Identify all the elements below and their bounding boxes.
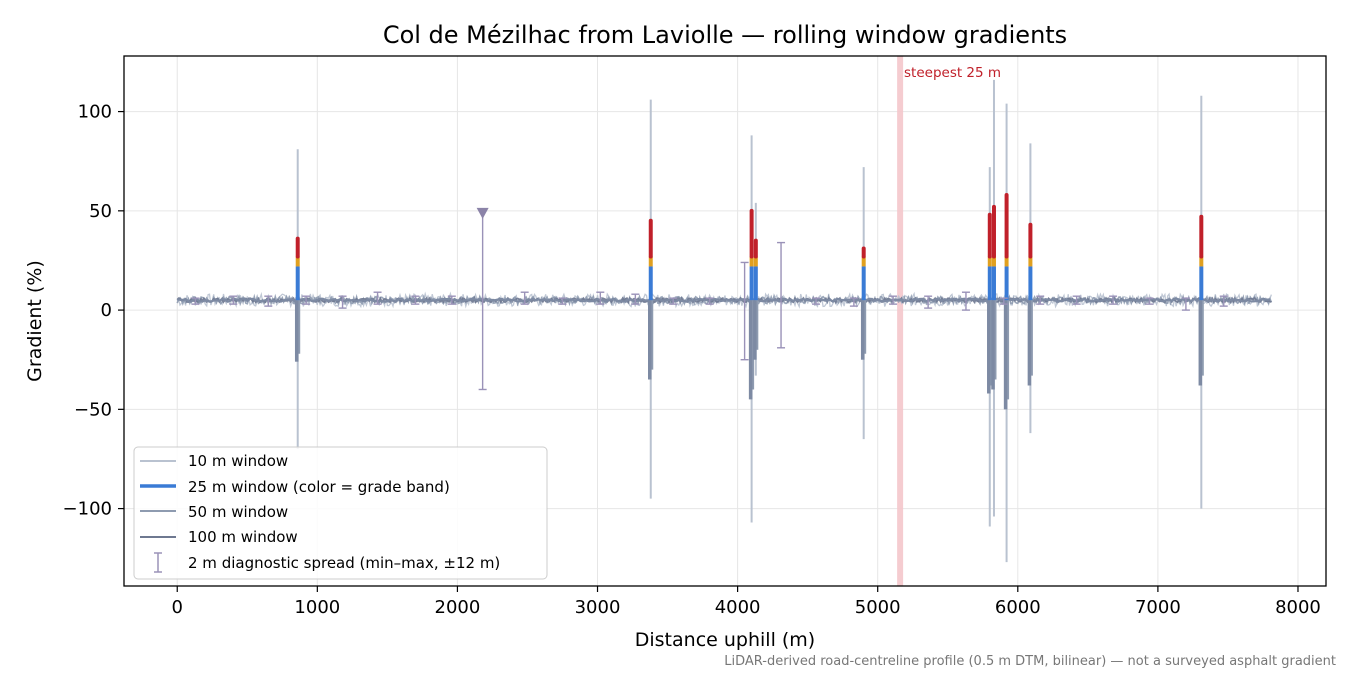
highlight-layer xyxy=(897,56,904,586)
clipped-marker-triangle xyxy=(476,207,489,219)
x-tick-label: 4000 xyxy=(715,597,761,618)
diagnostic-errorbar xyxy=(1109,295,1118,305)
diagnostic-errorbar xyxy=(740,261,749,361)
y-tick-label: −50 xyxy=(74,399,112,420)
legend-swatch-errorbar xyxy=(154,552,162,573)
diagnostic-errorbar xyxy=(520,291,529,305)
annotation-steepest-25m: steepest 25 m xyxy=(904,65,1001,81)
y-axis-label: Gradient (%) xyxy=(24,260,46,382)
chart-title: Col de Mézilhac from Laviolle — rolling … xyxy=(383,21,1067,49)
steepest-highlight-band xyxy=(897,56,904,586)
legend: 10 m window 25 m window (color = grade b… xyxy=(133,446,548,580)
diagnostic-errorbar xyxy=(1181,297,1190,311)
x-tick-label: 6000 xyxy=(995,597,1041,618)
x-tick-label: 5000 xyxy=(855,597,901,618)
diagnostic-errorbar xyxy=(1036,295,1045,305)
series-layer xyxy=(176,79,1273,563)
errorbar-layer xyxy=(191,207,1228,391)
diagnostic-errorbar xyxy=(961,291,970,311)
x-tick-label: 1000 xyxy=(294,597,340,618)
diagnostic-errorbar xyxy=(229,295,238,305)
diagnostic-errorbar xyxy=(191,297,200,305)
diagnostic-errorbar xyxy=(1072,295,1081,305)
y-tick-label: 100 xyxy=(78,102,112,123)
diagnostic-errorbar xyxy=(812,297,821,305)
diagnostic-errorbar xyxy=(889,295,898,305)
diagnostic-errorbar xyxy=(849,297,858,307)
legend-label-50m: 50 m window xyxy=(188,503,288,521)
x-axis-label: Distance uphill (m) xyxy=(635,629,815,651)
diagnostic-errorbar xyxy=(1145,297,1154,305)
diagnostic-errorbar xyxy=(411,295,420,305)
diagnostic-errorbar xyxy=(447,295,456,305)
y-tick-label: 50 xyxy=(89,201,112,222)
diagnostic-errorbar xyxy=(631,293,640,305)
plot-frame xyxy=(123,55,1327,587)
diagnostic-errorbar xyxy=(558,297,567,305)
diagnostic-errorbar xyxy=(302,295,311,305)
x-tick-label: 7000 xyxy=(1135,597,1181,618)
diagnostic-errorbar xyxy=(777,241,786,349)
series-25m-window xyxy=(176,297,1271,303)
legend-label-10m: 10 m window xyxy=(188,452,288,470)
legend-label-errorbar: 2 m diagnostic spread (min–max, ±12 m) xyxy=(188,554,500,572)
x-tick-label: 8000 xyxy=(1275,597,1321,618)
tick-layer: 0 1000 2000 3000 4000 5000 6000 7000 8000 100 50 0 −… xyxy=(63,102,1321,618)
diagnostic-errorbar xyxy=(999,297,1008,305)
legend-box xyxy=(133,446,548,580)
y-tick-label: 0 xyxy=(101,300,112,321)
footnote: LiDAR-derived road-centreline profile (0… xyxy=(724,654,1336,669)
diagnostic-errorbar xyxy=(596,291,605,305)
diagnostic-errorbar xyxy=(705,297,714,305)
diagnostic-errorbar xyxy=(924,295,933,309)
x-tick-label: 2000 xyxy=(435,597,481,618)
legend-label-25m: 25 m window (color = grade band) xyxy=(188,478,450,496)
diagnostic-errorbar xyxy=(373,291,382,305)
grid-layer xyxy=(124,56,1326,586)
diagnostic-errorbar xyxy=(264,295,273,307)
diagnostic-errorbar xyxy=(338,295,347,309)
diagnostic-errorbar xyxy=(1219,295,1228,307)
y-tick-label: −100 xyxy=(63,499,112,520)
diagnostic-errorbar xyxy=(669,297,678,305)
x-tick-label: 3000 xyxy=(575,597,621,618)
x-tick-label: 0 xyxy=(172,597,183,618)
legend-label-100m: 100 m window xyxy=(188,528,298,546)
